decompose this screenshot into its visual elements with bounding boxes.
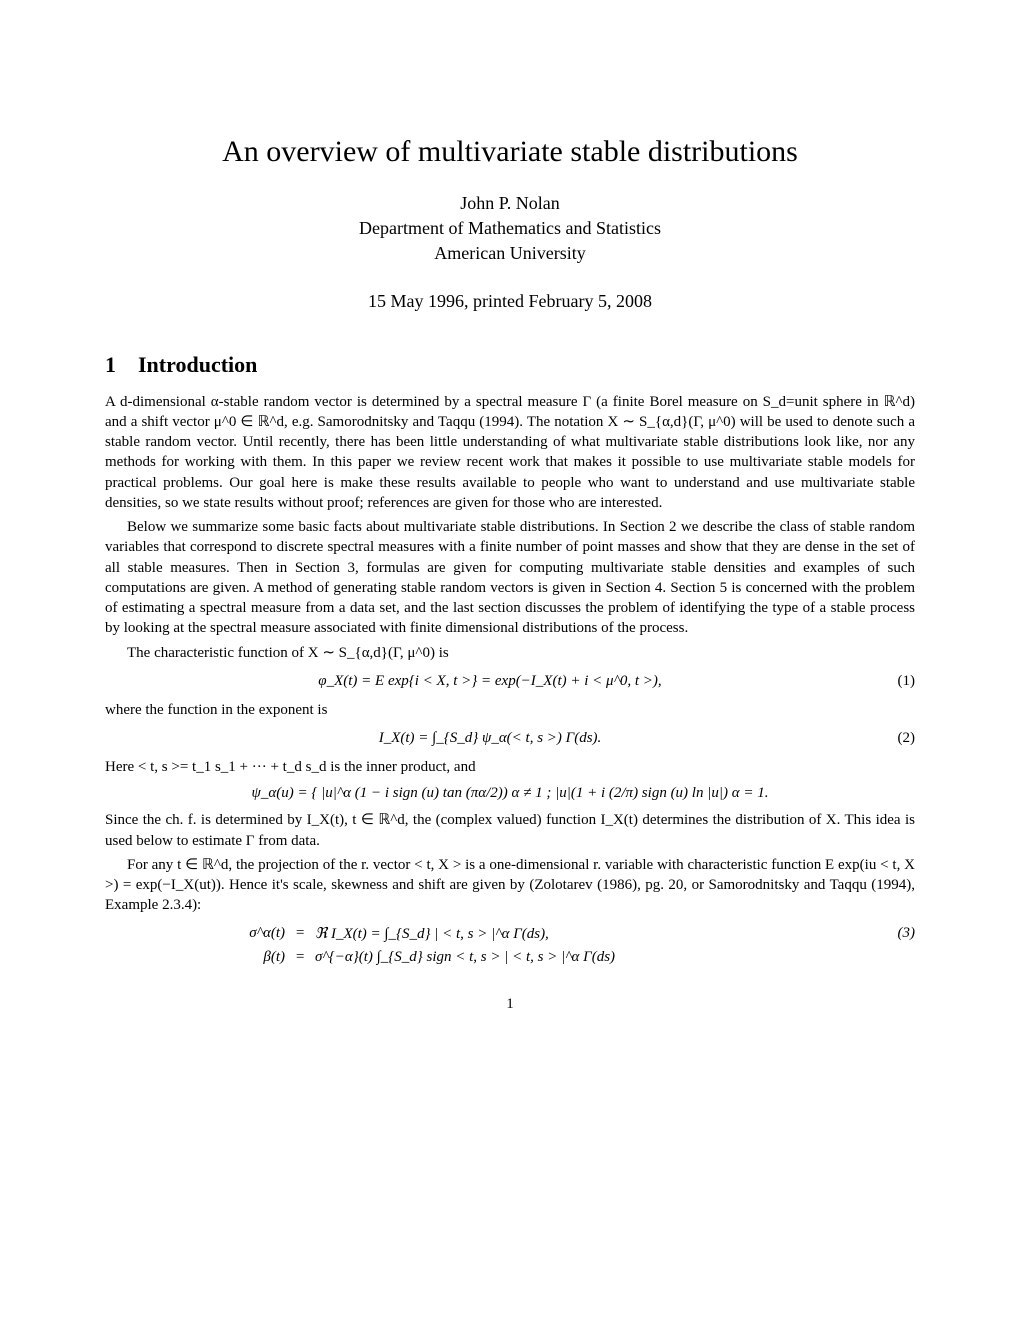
paragraph-4: where the function in the exponent is: [105, 700, 915, 720]
author-dept: Department of Mathematics and Statistics: [105, 216, 915, 241]
page-number: 1: [105, 996, 915, 1013]
paragraph-5: Here < t, s >= t_1 s_1 + ··· + t_d s_d i…: [105, 757, 915, 777]
eq3-sigma-lhs: σ^α(t): [225, 925, 285, 942]
section-title: Introduction: [138, 352, 257, 377]
equation-3-block: σ^α(t) = ℜ I_X(t) = ∫_{S_d} | < t, s > |…: [225, 924, 915, 966]
equation-psi: ψ_α(u) = { |u|^α (1 − i sign (u) tan (πα…: [105, 785, 915, 802]
paper-page: An overview of multivariate stable distr…: [0, 0, 1020, 1053]
equation-2-number: (2): [875, 730, 915, 747]
eq3-sigma-rhs: ℜ I_X(t) = ∫_{S_d} | < t, s > |^α Γ(ds),: [315, 924, 875, 943]
eq3-beta-lhs: β(t): [225, 949, 285, 966]
paper-title: An overview of multivariate stable distr…: [105, 135, 915, 169]
equation-1-body: φ_X(t) = E exp{i < X, t >} = exp(−I_X(t)…: [105, 673, 875, 690]
paragraph-7: For any t ∈ ℝ^d, the projection of the r…: [105, 855, 915, 916]
equation-3-number: (3): [875, 925, 915, 942]
equation-2-body: I_X(t) = ∫_{S_d} ψ_α(< t, s >) Γ(ds).: [105, 730, 875, 747]
equation-1-number: (1): [875, 673, 915, 690]
paragraph-1: A d-dimensional α-stable random vector i…: [105, 392, 915, 514]
equation-2: I_X(t) = ∫_{S_d} ψ_α(< t, s >) Γ(ds). (2…: [105, 730, 915, 747]
paragraph-2: Below we summarize some basic facts abou…: [105, 517, 915, 639]
author-univ: American University: [105, 241, 915, 266]
section-number: 1: [105, 352, 116, 378]
paragraph-3: The characteristic function of X ∼ S_{α,…: [105, 643, 915, 663]
equation-1: φ_X(t) = E exp{i < X, t >} = exp(−I_X(t)…: [105, 673, 915, 690]
eq3-beta-rhs: σ^{−α}(t) ∫_{S_d} sign < t, s > | < t, s…: [315, 949, 875, 966]
paragraph-6: Since the ch. f. is determined by I_X(t)…: [105, 810, 915, 851]
author-block: John P. Nolan Department of Mathematics …: [105, 191, 915, 267]
paper-date: 15 May 1996, printed February 5, 2008: [105, 291, 915, 312]
author-name: John P. Nolan: [105, 191, 915, 216]
section-heading: 1 Introduction: [105, 352, 915, 378]
